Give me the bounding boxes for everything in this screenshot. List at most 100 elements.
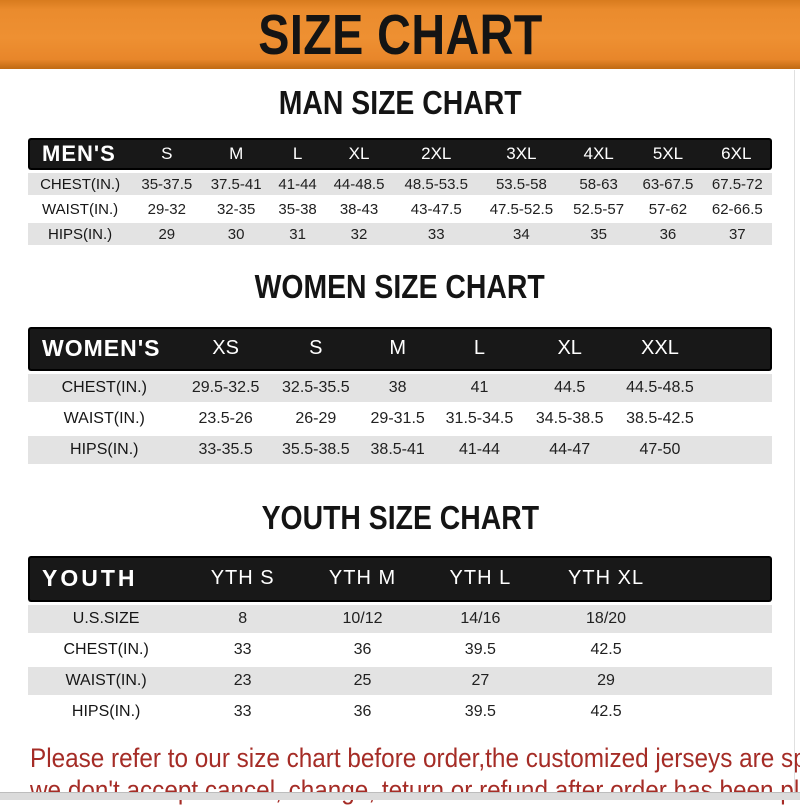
women-size-table: WOMEN'S XS S M L XL XXL CHEST(IN.) 29.5-… — [28, 324, 772, 467]
table-cell: 35 — [563, 223, 634, 246]
men-waist-row: WAIST(IN.) 29-32 32-35 35-38 38-43 43-47… — [28, 198, 772, 221]
table-cell: 41 — [434, 373, 525, 402]
table-cell: 25 — [301, 666, 424, 695]
table-cell: 26-29 — [270, 404, 361, 433]
table-cell: 52.5-57 — [563, 198, 634, 221]
women-table-header: WOMEN'S XS S M L XL XXL — [28, 326, 772, 371]
row-label: U.S.SIZE — [28, 604, 185, 633]
banner: SIZE CHART — [0, 0, 800, 69]
table-cell: 57-62 — [633, 198, 703, 221]
women-section-heading: WOMEN SIZE CHART — [0, 268, 800, 306]
table-cell: 67.5-72 — [702, 173, 772, 196]
table-cell: 33 — [184, 635, 302, 664]
table-cell: 39.5 — [423, 697, 537, 726]
women-waist-row: WAIST(IN.) 23.5-26 26-29 29-31.5 31.5-34… — [28, 404, 772, 433]
table-cell: 10/12 — [301, 604, 424, 633]
cell-filler — [705, 404, 772, 433]
women-header-row: WOMEN'S XS S M L XL XXL — [28, 326, 772, 371]
table-cell: 31.5-34.5 — [434, 404, 525, 433]
cell-filler — [705, 373, 772, 402]
women-size-col-xs: XS — [180, 326, 271, 371]
women-section-heading-text: WOMEN SIZE CHART — [254, 268, 546, 306]
men-table-header: MEN'S S M L XL 2XL 3XL 4XL 5XL 6XL — [28, 138, 772, 171]
cell-filler — [705, 435, 772, 464]
youth-chest-row: CHEST(IN.) 33 36 39.5 42.5 — [28, 635, 772, 664]
table-cell: 53.5-58 — [478, 173, 564, 196]
youth-section-heading: YOUTH SIZE CHART — [0, 499, 800, 536]
women-size-col-xxl: XXL — [614, 326, 706, 371]
men-size-col-s: S — [132, 138, 202, 171]
table-cell: 34.5-38.5 — [524, 404, 615, 433]
men-header-row: MEN'S S M L XL 2XL 3XL 4XL 5XL 6XL — [28, 138, 772, 171]
row-label: CHEST(IN.) — [28, 635, 185, 664]
men-size-col-m: M — [201, 138, 271, 171]
table-cell: 23.5-26 — [180, 404, 271, 433]
men-hips-row: HIPS(IN.) 29 30 31 32 33 34 35 36 37 — [28, 223, 772, 246]
table-cell: 23 — [184, 666, 302, 695]
men-size-col-xl: XL — [324, 138, 394, 171]
table-cell: 38.5-42.5 — [614, 404, 706, 433]
men-section-heading: MAN SIZE CHART — [0, 84, 800, 121]
table-cell: 38-43 — [324, 198, 394, 221]
table-cell: 30 — [201, 223, 271, 246]
table-cell: 47.5-52.5 — [478, 198, 564, 221]
row-label: WAIST(IN.) — [28, 666, 185, 695]
men-size-col-6xl: 6XL — [702, 138, 772, 171]
men-size-col-3xl: 3XL — [478, 138, 564, 171]
table-cell: 14/16 — [423, 604, 537, 633]
cell-filler — [675, 666, 772, 695]
page-right-edge-divider — [794, 70, 795, 793]
table-cell: 35-37.5 — [132, 173, 202, 196]
table-cell: 42.5 — [536, 697, 676, 726]
table-cell: 37.5-41 — [201, 173, 271, 196]
table-cell: 35-38 — [270, 198, 325, 221]
table-cell: 38.5-41 — [360, 435, 435, 464]
youth-size-col-l: YTH L — [423, 555, 537, 602]
table-cell: 34 — [478, 223, 564, 246]
row-label: WAIST(IN.) — [28, 198, 133, 221]
row-label: CHEST(IN.) — [28, 373, 181, 402]
youth-size-col-xl: YTH XL — [536, 555, 676, 602]
women-chest-row: CHEST(IN.) 29.5-32.5 32.5-35.5 38 41 44.… — [28, 373, 772, 402]
table-cell: 44-47 — [524, 435, 615, 464]
youth-waist-row: WAIST(IN.) 23 25 27 29 — [28, 666, 772, 695]
page-title: SIZE CHART — [257, 3, 543, 67]
women-hips-row: HIPS(IN.) 33-35.5 35.5-38.5 38.5-41 41-4… — [28, 435, 772, 464]
youth-size-col-m: YTH M — [301, 555, 424, 602]
table-cell: 36 — [301, 697, 424, 726]
youth-size-table: YOUTH YTH S YTH M YTH L YTH XL U.S.SIZE … — [28, 553, 772, 729]
notice-line-1: Please refer to our size chart before or… — [30, 742, 800, 774]
men-size-table: MEN'S S M L XL 2XL 3XL 4XL 5XL 6XL CHEST… — [28, 135, 772, 248]
men-size-col-2xl: 2XL — [393, 138, 479, 171]
men-size-col-l: L — [270, 138, 325, 171]
women-size-col-m: M — [360, 326, 435, 371]
table-cell: 18/20 — [536, 604, 676, 633]
notice-line-2: we don't accept cancel, change, teturn o… — [30, 774, 800, 806]
table-cell: 41-44 — [270, 173, 325, 196]
table-cell: 29-32 — [132, 198, 202, 221]
notice-line-2-text: we don't accept cancel, change, teturn o… — [30, 774, 800, 805]
table-cell: 29-31.5 — [360, 404, 435, 433]
youth-table-header: YOUTH YTH S YTH M YTH L YTH XL — [28, 555, 772, 602]
table-cell: 36 — [301, 635, 424, 664]
table-cell: 29 — [132, 223, 202, 246]
table-cell: 33 — [184, 697, 302, 726]
row-label: CHEST(IN.) — [28, 173, 133, 196]
row-label: HIPS(IN.) — [28, 435, 181, 464]
table-cell: 29 — [536, 666, 676, 695]
row-label: HIPS(IN.) — [28, 697, 185, 726]
youth-group-label: YOUTH — [28, 555, 185, 602]
table-cell: 37 — [702, 223, 772, 246]
table-cell: 44.5-48.5 — [614, 373, 706, 402]
women-size-col-xl: XL — [524, 326, 615, 371]
header-filler — [705, 326, 772, 371]
table-cell: 29.5-32.5 — [180, 373, 271, 402]
order-notice: Please refer to our size chart before or… — [0, 729, 800, 806]
table-cell: 39.5 — [423, 635, 537, 664]
table-cell: 32.5-35.5 — [270, 373, 361, 402]
cell-filler — [675, 697, 772, 726]
table-cell: 42.5 — [536, 635, 676, 664]
women-size-col-s: S — [270, 326, 361, 371]
table-cell: 33 — [393, 223, 479, 246]
